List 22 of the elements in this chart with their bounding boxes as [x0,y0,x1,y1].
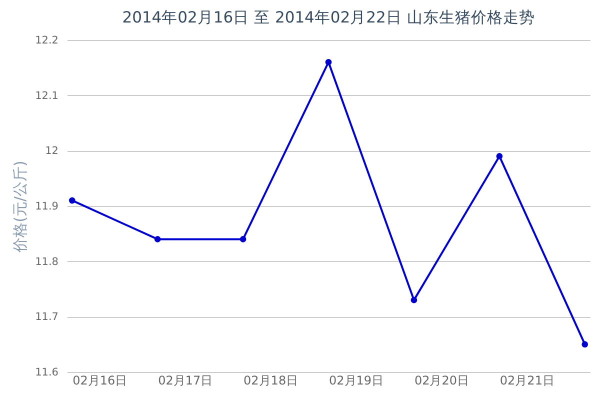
y-tick-label: 11.8 [35,256,58,268]
x-tick-label: 02月21日 [500,374,554,388]
y-tick-label: 12.2 [35,34,58,46]
point [582,341,588,348]
x-tick-label: 02月18日 [244,374,298,388]
y-tick-label: 11.9 [35,200,58,212]
point [68,197,76,204]
x-tick-label: 02月16日 [72,374,128,388]
y-axis-title: 价格(元/公斤) [11,160,30,254]
x-tick-label: 02月17日 [158,374,213,388]
point [325,58,332,66]
point [410,296,418,304]
point [496,153,503,160]
y-tick-label: 11.7 [35,311,58,324]
x-tick-label: 02月20日 [414,374,470,388]
point [240,236,246,242]
x-tick-label: 02月19日 [329,374,384,388]
y-tick-label: 12.1 [35,90,58,102]
point [154,236,161,242]
y-tick-label: 11.6 [35,366,59,378]
chart-title: 2014年02月16日 至 2014年02月22日 山东生猪价格走势 [122,8,535,26]
y-tick-label: 12 [45,145,58,158]
